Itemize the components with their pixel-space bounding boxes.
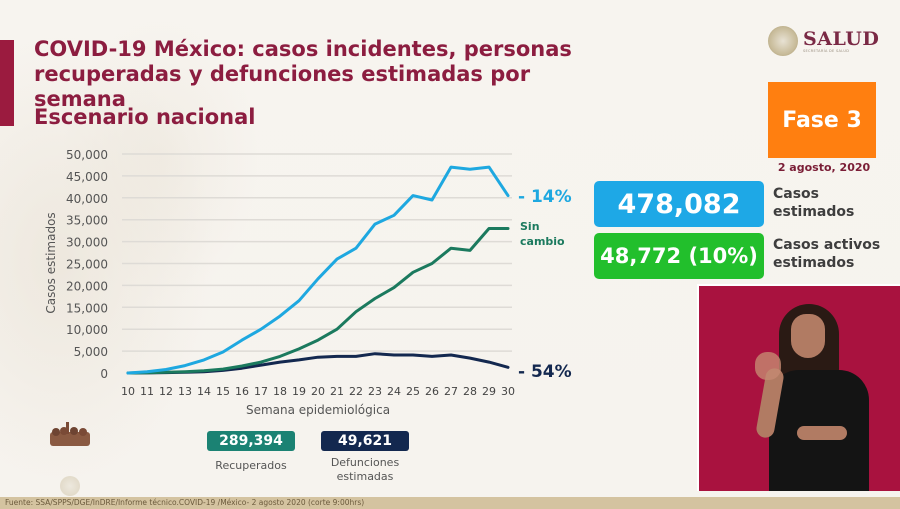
seal-icon-small xyxy=(60,476,80,496)
defunciones-value: 49,621 xyxy=(321,431,409,451)
defunciones-label: Defunciones estimadas xyxy=(330,456,400,483)
svg-text:35,000: 35,000 xyxy=(66,214,108,228)
title-accent-bar xyxy=(0,40,14,126)
salud-logo: SALUD SECRETARÍA DE SALUD xyxy=(768,26,879,56)
casos-estimados-value: 478,082 xyxy=(594,181,764,227)
svg-text:18: 18 xyxy=(273,385,287,398)
logo-subtext: SECRETARÍA DE SALUD xyxy=(803,49,850,53)
phase-badge: Fase 3 xyxy=(768,82,876,158)
recuperados-change-annotation: Sin xyxy=(520,220,540,233)
svg-text:20,000: 20,000 xyxy=(66,279,108,293)
svg-text:19: 19 xyxy=(292,385,306,398)
casos-activos-value: 48,772 (10%) xyxy=(594,233,764,279)
x-axis-label: Semana epidemiológica xyxy=(246,403,390,417)
chart-lines xyxy=(126,165,510,375)
svg-text:17: 17 xyxy=(254,385,268,398)
svg-text:11: 11 xyxy=(140,385,154,398)
casos-activos-label: Casos activos estimados xyxy=(773,237,881,271)
svg-text:45,000: 45,000 xyxy=(66,170,108,184)
svg-text:0: 0 xyxy=(100,367,108,381)
svg-text:28: 28 xyxy=(463,385,477,398)
svg-text:30: 30 xyxy=(501,385,515,398)
svg-text:26: 26 xyxy=(425,385,439,398)
defunciones-change-annotation: - 54% xyxy=(518,362,572,382)
svg-text:40,000: 40,000 xyxy=(66,192,108,206)
svg-text:22: 22 xyxy=(349,385,363,398)
svg-text:21: 21 xyxy=(330,385,344,398)
logo-text: SALUD xyxy=(803,28,880,50)
x-axis-ticks: 10 11 12 13 14 15 16 17 18 19 20 21 22 23 24 25 26 27 28 29… xyxy=(121,385,515,398)
chart-grid xyxy=(122,153,512,352)
seal-icon xyxy=(768,26,798,56)
svg-text:50,000: 50,000 xyxy=(66,148,108,162)
svg-text:20: 20 xyxy=(311,385,325,398)
svg-text:23: 23 xyxy=(368,385,382,398)
recuperados-label: Recuperados xyxy=(215,459,287,472)
svg-text:30,000: 30,000 xyxy=(66,236,108,250)
casos-estimados-label: Casos estimados xyxy=(773,186,855,220)
page-title: COVID-19 México: casos incidentes, perso… xyxy=(34,37,572,111)
svg-text:5,000: 5,000 xyxy=(74,345,108,359)
recuperados-value: 289,394 xyxy=(207,431,295,451)
casos-change-annotation: - 14% xyxy=(518,187,572,207)
svg-text:25,000: 25,000 xyxy=(66,258,108,272)
svg-text:12: 12 xyxy=(159,385,173,398)
series-line-casos-estimados xyxy=(126,165,510,375)
svg-text:27: 27 xyxy=(444,385,458,398)
svg-text:14: 14 xyxy=(197,385,211,398)
report-date: 2 agosto, 2020 xyxy=(777,161,871,174)
svg-text:25: 25 xyxy=(406,385,420,398)
source-footnote: Fuente: SSA/SPPS/DGE/InDRE/Informe técni… xyxy=(5,498,365,507)
svg-text:10: 10 xyxy=(121,385,135,398)
page-subtitle: Escenario nacional xyxy=(34,105,256,129)
series-line-defunciones-estimadas xyxy=(126,352,510,375)
sign-language-interpreter-video xyxy=(697,284,900,491)
svg-text:15,000: 15,000 xyxy=(66,301,108,315)
svg-text:29: 29 xyxy=(482,385,496,398)
svg-text:10,000: 10,000 xyxy=(66,323,108,337)
y-axis-label: Casos estimados xyxy=(44,212,58,313)
y-axis-ticks: 0 5,000 10,000 15,000 20,000 25,000 30,000 35,0… xyxy=(66,148,108,381)
series-line-recuperados xyxy=(126,227,510,375)
svg-text:24: 24 xyxy=(387,385,401,398)
svg-text:13: 13 xyxy=(178,385,192,398)
svg-text:16: 16 xyxy=(235,385,249,398)
recuperados-change-annotation-2: cambio xyxy=(520,235,565,248)
footer-bar xyxy=(0,497,900,509)
government-logo-icon xyxy=(50,422,90,446)
svg-text:15: 15 xyxy=(216,385,230,398)
